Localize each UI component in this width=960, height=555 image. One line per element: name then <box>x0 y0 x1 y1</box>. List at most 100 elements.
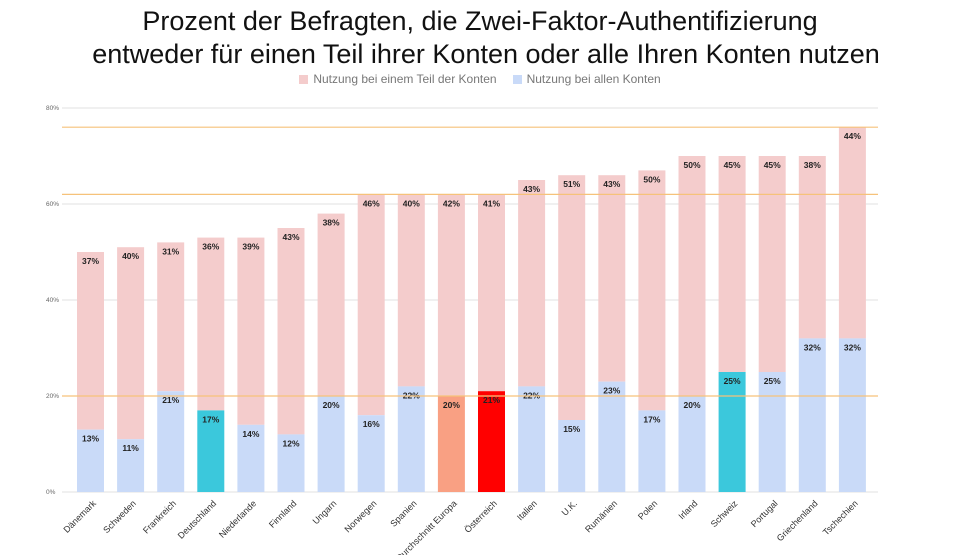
bar-partial <box>798 156 826 339</box>
bar-partial <box>638 170 666 411</box>
value-label-all: 20% <box>323 400 340 410</box>
bar-all <box>558 420 586 492</box>
x-tick-label: Ungarn <box>311 498 339 526</box>
bar-partial <box>237 237 265 425</box>
value-label-all: 17% <box>202 414 219 424</box>
bar-all <box>237 424 265 492</box>
chart-title-line-2: entweder für einen Teil ihrer Konten ode… <box>92 39 880 69</box>
value-label-all: 20% <box>683 400 700 410</box>
value-label-partial: 50% <box>643 174 660 184</box>
bar-all <box>317 396 345 492</box>
chart-title-line-1: Prozent der Befragten, die Zwei-Faktor-A… <box>142 6 818 36</box>
value-label-all: 14% <box>242 429 259 439</box>
value-label-all: 15% <box>563 424 580 434</box>
bar-all <box>798 338 826 492</box>
bar-partial <box>117 247 145 440</box>
value-label-partial: 44% <box>844 131 861 141</box>
value-label-partial: 39% <box>242 242 259 252</box>
bar-partial <box>758 156 786 372</box>
bar-partial <box>598 175 626 382</box>
value-label-partial: 38% <box>323 218 340 228</box>
value-label-partial: 40% <box>403 198 420 208</box>
value-label-partial: 45% <box>764 160 781 170</box>
bar-all <box>197 410 225 492</box>
bar-all <box>678 396 706 492</box>
bar-partial <box>437 194 465 396</box>
legend-label-all: Nutzung bei allen Konten <box>526 72 661 86</box>
value-label-all: 11% <box>122 443 139 453</box>
y-tick-label: 60% <box>46 201 59 208</box>
bar-all <box>758 372 786 492</box>
bar-partial <box>277 228 305 435</box>
x-tick-label: Spanien <box>388 498 418 528</box>
x-tick-label: Frankreich <box>141 498 178 535</box>
bar-partial <box>197 237 225 411</box>
x-tick-label: Deutschland <box>176 498 218 540</box>
value-label-partial: 31% <box>162 246 179 256</box>
x-tick-label: Niederlande <box>217 498 258 539</box>
x-tick-label: Österreich <box>462 498 498 534</box>
bar-partial <box>718 156 746 372</box>
bar-all <box>598 381 626 492</box>
bar-partial <box>678 156 706 396</box>
x-tick-label: Schweden <box>101 498 138 535</box>
bar-partial <box>558 175 586 420</box>
bar-partial <box>397 194 425 387</box>
bar-all <box>117 439 145 492</box>
bar-partial <box>77 252 104 430</box>
value-label-all: 25% <box>724 376 741 386</box>
x-tick-label: Portugal <box>749 498 780 529</box>
value-label-all: 23% <box>603 386 620 396</box>
value-label-partial: 43% <box>523 184 540 194</box>
y-tick-label: 80% <box>46 105 59 112</box>
value-label-all: 25% <box>764 376 781 386</box>
bar-all <box>518 386 546 492</box>
y-tick-label: 20% <box>46 393 59 400</box>
bar-all <box>157 391 185 492</box>
x-tick-label: Norwegen <box>343 498 379 534</box>
value-label-all: 32% <box>844 342 861 352</box>
value-label-partial: 42% <box>443 198 460 208</box>
value-label-partial: 45% <box>724 160 741 170</box>
x-tick-label: Irland <box>676 498 699 521</box>
value-label-partial: 38% <box>804 160 821 170</box>
x-tick-label: Dänemark <box>61 498 98 535</box>
bar-all <box>357 415 385 492</box>
bar-all <box>478 391 505 492</box>
value-label-all: 13% <box>82 434 99 444</box>
x-tick-label: Finnland <box>267 498 298 529</box>
legend-item-partial: Nutzung bei einem Teil der Konten <box>299 72 497 86</box>
value-label-partial: 43% <box>282 232 299 242</box>
value-label-partial: 46% <box>363 198 380 208</box>
x-tick-label: Schweiz <box>709 498 740 529</box>
bar-all <box>277 434 305 492</box>
value-label-all: 32% <box>804 342 821 352</box>
x-tick-label: Rumänien <box>583 498 619 534</box>
value-label-all: 21% <box>483 395 500 405</box>
bar-all <box>638 410 666 492</box>
value-label-partial: 37% <box>82 256 99 266</box>
value-label-partial: 40% <box>122 251 139 261</box>
bar-all <box>437 396 465 492</box>
bar-partial <box>317 213 345 396</box>
bar-all <box>397 386 425 492</box>
x-tick-label: Griechenland <box>775 498 820 543</box>
legend-swatch-all <box>512 74 522 84</box>
legend-item-all: Nutzung bei allen Konten <box>512 72 661 86</box>
value-label-partial: 50% <box>683 160 700 170</box>
value-label-partial: 36% <box>202 242 219 252</box>
value-label-all: 17% <box>643 414 660 424</box>
bar-partial <box>838 127 866 339</box>
value-label-partial: 41% <box>483 198 500 208</box>
bar-partial <box>357 194 385 416</box>
bar-partial <box>518 180 546 387</box>
y-tick-label: 40% <box>46 297 59 304</box>
x-tick-label: U.K. <box>560 498 579 517</box>
x-tick-label: Tschechien <box>821 498 860 537</box>
bar-partial <box>157 242 185 392</box>
value-label-all: 12% <box>282 438 299 448</box>
legend-label-partial: Nutzung bei einem Teil der Konten <box>313 72 497 86</box>
bar-partial <box>478 194 505 392</box>
y-tick-label: 0% <box>46 489 56 496</box>
